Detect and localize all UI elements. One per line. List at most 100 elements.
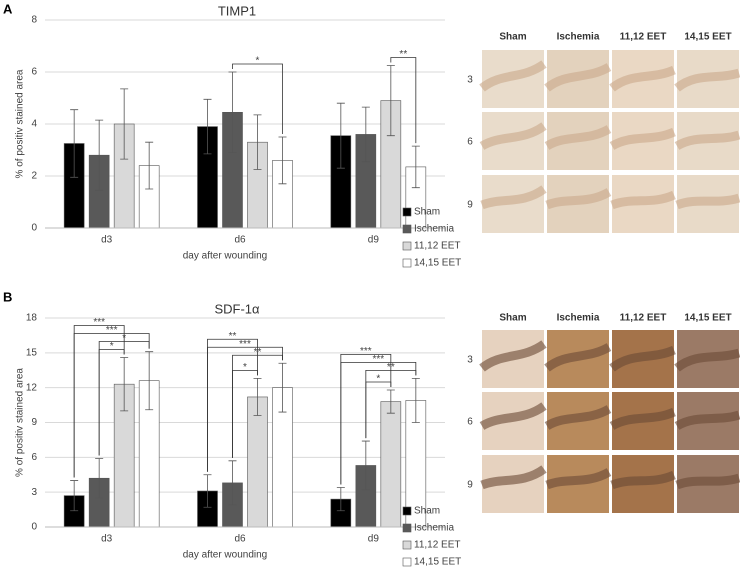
significance-bracket [73,333,150,478]
legend-swatch [402,506,412,516]
y-tick-label: 0 [31,223,37,234]
significance-label: *** [360,346,372,357]
tissue-band [674,410,740,430]
y-tick-label: 0 [31,522,37,533]
row-label: 6 [467,417,473,428]
legend-label: 14,15 EET [414,557,461,568]
tissue-band [610,190,676,210]
y-tick-label: 6 [31,67,37,78]
significance-bracket [207,338,258,472]
legend-swatch [402,224,412,234]
legend-label: Sham [414,207,440,218]
significance-label: * [110,341,114,352]
tissue-band [609,127,676,150]
tissue-band [480,185,547,210]
legend-label: 14,15 EET [414,258,461,269]
legend-swatch [402,557,412,567]
y-tick-label: 3 [31,487,37,498]
significance-label: * [256,56,260,67]
tissue-band [544,63,612,92]
column-label: 11,12 EET [620,32,667,43]
x-tick-label: d3 [101,235,113,246]
tissue-band [479,340,547,372]
x-tick-label: d6 [234,235,246,246]
column-label: 14,15 EET [684,313,731,324]
significance-bracket [232,63,283,134]
significance-label: ** [229,331,237,342]
x-tick-label: d3 [101,534,113,545]
legend-label: Ischemia [414,224,454,235]
tissue-band [675,473,740,490]
row-label: 6 [467,137,473,148]
error-bar [120,357,129,412]
legend-label: 11,12 EET [414,540,461,551]
y-tick-label: 6 [31,452,37,463]
tissue-band [674,68,740,92]
y-tick-label: 9 [31,417,37,428]
error-bar [70,109,79,178]
error-bar [278,362,287,413]
tissue-band [674,130,740,150]
error-bar [203,474,212,508]
error-bar [95,458,104,499]
error-bar [361,106,370,163]
significance-bracket [340,353,392,485]
y-tick-label: 18 [26,313,38,324]
x-tick-label: d9 [368,235,380,246]
chart-title: SDF-1α [214,301,260,316]
significance-bracket [73,325,125,478]
significance-label: *** [93,317,105,328]
y-tick-label: 12 [26,382,38,393]
y-tick-label: 15 [26,347,38,358]
error-bar [120,88,129,160]
significance-label: * [243,362,247,373]
legend-swatch [402,241,412,251]
column-label: Ischemia [557,32,600,43]
error-bar [386,389,395,414]
significance-label: ** [399,49,407,60]
column-label: Sham [499,32,526,43]
tissue-band [610,470,676,490]
error-bar [336,487,345,512]
column-label: Ischemia [557,313,600,324]
legend-swatch [402,258,412,268]
tissue-band [544,343,612,372]
legend-swatch [402,540,412,550]
y-axis-label: % of positiv stained area [15,368,26,477]
legend-label: 11,12 EET [414,241,461,252]
y-axis-label: % of positiv stained area [15,69,26,178]
y-tick-label: 4 [31,119,37,130]
significance-label: * [376,374,380,385]
tissue-band [609,345,676,372]
row-label: 3 [467,75,473,86]
column-label: 11,12 EET [620,313,667,324]
tissue-band [480,465,547,490]
y-tick-label: 8 [31,15,37,26]
error-bar [411,145,420,189]
error-bar [228,71,237,153]
tissue-band [479,122,547,150]
tissue-band [674,348,740,372]
error-bar [228,460,237,506]
x-axis-label: day after wounding [183,251,268,262]
row-label: 9 [467,200,473,211]
bar [380,401,402,528]
error-bar [203,98,212,155]
error-bar [95,119,104,191]
row-label: 3 [467,355,473,366]
legend-swatch [402,523,412,533]
x-tick-label: d9 [368,534,380,545]
error-bar [145,351,154,411]
legend-swatch [402,207,412,217]
tissue-band [545,468,612,490]
tissue-band [545,188,612,210]
significance-label: *** [106,325,118,336]
bar [247,396,268,528]
significance-label: *** [372,354,384,365]
y-tick-label: 2 [31,171,37,182]
panel-label: A [3,1,13,16]
column-label: Sham [499,313,526,324]
significance-label: *** [239,339,251,350]
significance-bracket [390,57,417,144]
